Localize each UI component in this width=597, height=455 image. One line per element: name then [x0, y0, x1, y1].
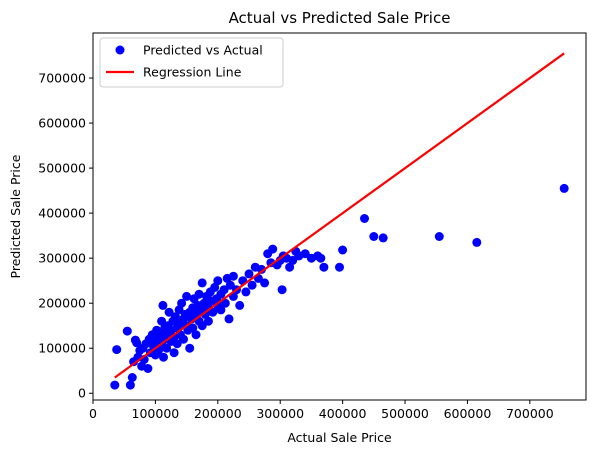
data-point [164, 307, 174, 317]
data-point [127, 373, 137, 382]
data-point [378, 233, 388, 243]
axes-frame [92, 32, 587, 401]
x-tick-label: 700000 [506, 406, 554, 421]
y-tick-label: 500000 [38, 161, 86, 176]
data-point [434, 232, 444, 241]
data-point [285, 262, 295, 272]
y-tick-label: 100000 [38, 341, 86, 356]
data-point [216, 305, 226, 315]
legend-label: Predicted vs Actual [143, 43, 263, 58]
y-tick-label: 200000 [38, 296, 86, 311]
data-point [188, 323, 198, 333]
data-point [210, 282, 220, 292]
data-point [268, 244, 278, 254]
data-point [182, 291, 192, 301]
data-point [185, 343, 195, 353]
x-tick-label: 400000 [319, 406, 367, 421]
chart-title: Actual vs Predicted Sale Price [229, 9, 451, 27]
data-point [241, 287, 251, 297]
data-point [157, 316, 167, 326]
data-point [288, 255, 298, 265]
data-point [132, 338, 142, 348]
y-axis-label: Predicted Sale Price [8, 154, 23, 278]
data-point [112, 345, 122, 355]
data-point [143, 364, 153, 373]
data-point [169, 348, 179, 358]
legend-label: Regression Line [143, 65, 242, 80]
data-point [224, 314, 234, 324]
data-point [197, 278, 207, 288]
regression-line [114, 52, 565, 379]
data-point [300, 249, 310, 259]
data-point [244, 269, 254, 279]
data-point [197, 321, 207, 331]
data-point [122, 326, 132, 336]
x-tick-label: 500000 [381, 406, 429, 421]
y-tick-label: 600000 [38, 116, 86, 131]
y-tick-label: 700000 [38, 71, 86, 86]
data-point [200, 309, 210, 319]
data-point [338, 245, 348, 255]
data-point [170, 312, 180, 322]
legend: Predicted vs Actual Regression Line [99, 37, 284, 88]
data-point [472, 237, 482, 247]
y-tick-label: 300000 [38, 251, 86, 266]
data-point [177, 298, 187, 308]
y-tick-label: 400000 [38, 206, 86, 221]
data-point [159, 352, 168, 362]
x-tick-label: 300000 [256, 406, 304, 421]
data-point [162, 343, 172, 353]
data-point [335, 262, 344, 272]
data-point [125, 380, 135, 390]
data-point [257, 264, 266, 274]
x-tick-label: 600000 [444, 406, 492, 421]
data-point [203, 316, 213, 326]
data-point [172, 339, 182, 349]
data-point [191, 330, 201, 340]
data-point [228, 271, 238, 281]
x-tick-label: 100000 [132, 406, 180, 421]
legend-marker [115, 45, 125, 55]
data-point [360, 214, 369, 223]
x-tick-label: 0 [89, 406, 97, 421]
data-point [220, 298, 230, 308]
y-tick-label: 0 [78, 386, 86, 401]
data-point [277, 285, 287, 295]
x-axis-label: Actual Sale Price [287, 430, 392, 445]
data-point [179, 334, 188, 344]
data-point [213, 276, 223, 286]
data-point [247, 280, 257, 290]
data-point [316, 253, 326, 263]
data-point [194, 289, 204, 299]
data-point [235, 300, 245, 310]
data-point [319, 262, 329, 272]
data-point [110, 380, 120, 390]
legend-box [99, 37, 284, 88]
data-point [559, 183, 569, 193]
data-point [219, 285, 229, 295]
data-point [260, 278, 270, 288]
data-point [158, 300, 168, 310]
plot-area: 0 100000 200000 300000 400000 500000 600000 700… [38, 32, 587, 421]
data-point [208, 307, 218, 317]
x-tick-label: 200000 [194, 406, 242, 421]
data-point [369, 232, 379, 241]
data-point [225, 280, 235, 290]
